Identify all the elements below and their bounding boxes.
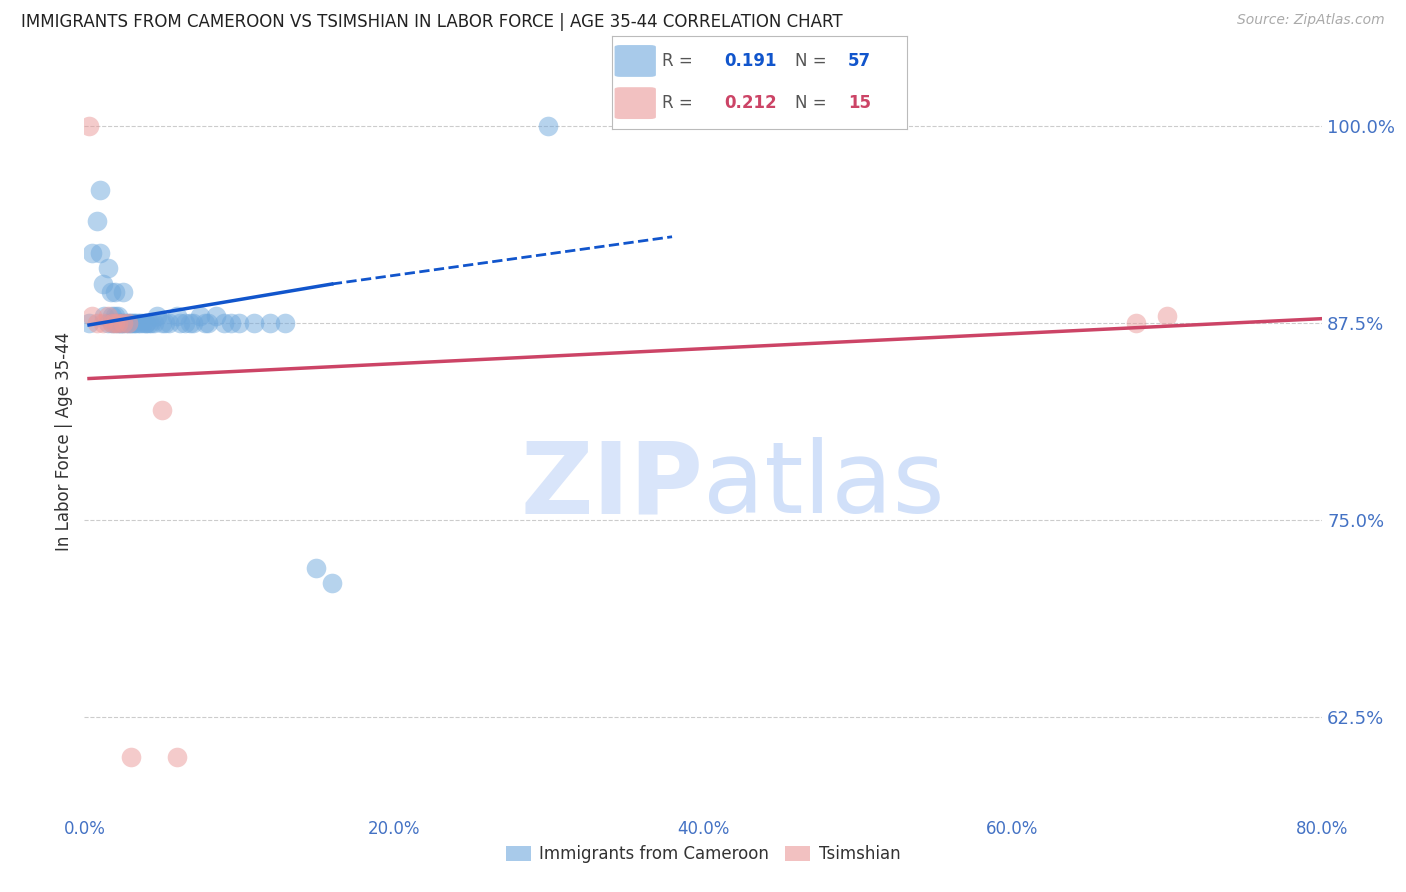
Point (89, 245, 111, 260)
Point (212, 317, 235, 331)
Point (104, 309, 127, 323)
Point (107, 317, 129, 331)
Point (110, 317, 132, 331)
Point (107, 317, 129, 331)
Point (138, 317, 160, 331)
Point (243, 317, 266, 331)
Point (107, 309, 129, 323)
Point (101, 317, 124, 331)
Point (129, 317, 152, 331)
Point (82, 309, 104, 323)
FancyBboxPatch shape (614, 45, 655, 77)
Point (159, 317, 181, 331)
Point (86, 214, 108, 228)
Text: 0.191: 0.191 (724, 52, 776, 70)
Text: 57: 57 (848, 52, 870, 70)
Point (108, 317, 131, 331)
Point (179, 317, 201, 331)
Point (188, 309, 212, 323)
Point (104, 317, 127, 331)
Point (97, 261, 120, 276)
Point (77, 317, 100, 331)
Point (104, 285, 127, 299)
Point (86, 317, 108, 331)
Point (537, 120, 560, 134)
Point (181, 317, 204, 331)
Point (120, 317, 142, 331)
Point (115, 317, 138, 331)
Point (124, 317, 146, 331)
Point (1125, 317, 1147, 331)
Point (122, 317, 145, 331)
Y-axis label: In Labor Force | Age 35-44: In Labor Force | Age 35-44 (55, 332, 73, 551)
Point (93, 309, 115, 323)
Text: atlas: atlas (703, 437, 945, 534)
Point (166, 309, 188, 323)
Text: IMMIGRANTS FROM CAMEROON VS TSIMSHIAN IN LABOR FORCE | AGE 35-44 CORRELATION CHA: IMMIGRANTS FROM CAMEROON VS TSIMSHIAN IN… (21, 13, 842, 31)
Text: N =: N = (794, 95, 827, 112)
Point (228, 317, 250, 331)
Text: R =: R = (662, 95, 693, 112)
Point (112, 317, 135, 331)
Point (143, 317, 166, 331)
Point (166, 749, 188, 764)
Point (101, 309, 124, 323)
Point (128, 317, 150, 331)
Point (132, 317, 155, 331)
Point (150, 403, 173, 417)
Text: N =: N = (794, 52, 827, 70)
Point (174, 317, 197, 331)
Point (77, 120, 100, 134)
Text: R =: R = (662, 52, 693, 70)
Point (101, 317, 124, 331)
Point (197, 317, 219, 331)
Point (169, 317, 191, 331)
Point (259, 317, 281, 331)
Point (82, 245, 104, 260)
Text: 0.212: 0.212 (724, 95, 776, 112)
Point (153, 317, 176, 331)
Point (135, 317, 157, 331)
Text: Source: ZipAtlas.com: Source: ZipAtlas.com (1237, 13, 1385, 28)
Point (146, 309, 169, 323)
Point (221, 317, 243, 331)
Point (112, 285, 135, 299)
Point (120, 317, 142, 331)
Point (117, 317, 139, 331)
Point (104, 317, 127, 331)
Point (194, 317, 217, 331)
Point (100, 285, 122, 299)
Text: ZIP: ZIP (520, 437, 703, 534)
Point (139, 317, 162, 331)
Point (120, 749, 142, 764)
Point (91, 317, 114, 331)
Point (91, 277, 114, 291)
Legend: Immigrants from Cameroon, Tsimshian: Immigrants from Cameroon, Tsimshian (499, 838, 907, 870)
Point (305, 560, 328, 574)
Point (274, 317, 297, 331)
Point (321, 576, 343, 591)
Text: 15: 15 (848, 95, 870, 112)
Point (117, 317, 139, 331)
Point (1156, 309, 1178, 323)
Point (135, 317, 157, 331)
Point (205, 309, 228, 323)
Point (150, 317, 173, 331)
Point (89, 182, 111, 196)
Point (97, 317, 120, 331)
FancyBboxPatch shape (614, 87, 655, 119)
Point (97, 309, 120, 323)
Point (112, 317, 135, 331)
